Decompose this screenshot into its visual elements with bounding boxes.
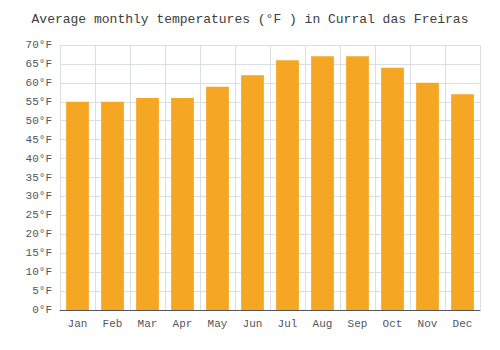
svg-text:15°F: 15°F <box>26 247 52 259</box>
svg-text:Jul: Jul <box>278 318 298 330</box>
svg-text:20°F: 20°F <box>26 228 52 240</box>
svg-text:70°F: 70°F <box>26 39 52 51</box>
svg-text:Mar: Mar <box>138 318 158 330</box>
svg-text:Average monthly temperatures (: Average monthly temperatures (°F ) in Cu… <box>32 12 469 27</box>
svg-text:Jun: Jun <box>243 318 263 330</box>
svg-text:65°F: 65°F <box>26 58 52 70</box>
svg-text:Feb: Feb <box>103 318 123 330</box>
svg-text:45°F: 45°F <box>26 134 52 146</box>
svg-text:10°F: 10°F <box>26 266 52 278</box>
svg-text:Oct: Oct <box>383 318 403 330</box>
svg-text:May: May <box>208 318 228 330</box>
svg-text:60°F: 60°F <box>26 77 52 89</box>
svg-text:0°F: 0°F <box>32 304 52 316</box>
svg-text:Apr: Apr <box>173 318 193 330</box>
svg-text:25°F: 25°F <box>26 209 52 221</box>
svg-text:Aug: Aug <box>313 318 333 330</box>
svg-text:5°F: 5°F <box>32 285 52 297</box>
svg-text:Sep: Sep <box>348 318 368 330</box>
svg-text:55°F: 55°F <box>26 96 52 108</box>
svg-text:30°F: 30°F <box>26 190 52 202</box>
svg-text:Nov: Nov <box>418 318 438 330</box>
svg-text:Jan: Jan <box>68 318 88 330</box>
svg-text:35°F: 35°F <box>26 172 52 184</box>
svg-text:50°F: 50°F <box>26 115 52 127</box>
svg-text:Dec: Dec <box>453 318 473 330</box>
svg-text:40°F: 40°F <box>26 153 52 165</box>
